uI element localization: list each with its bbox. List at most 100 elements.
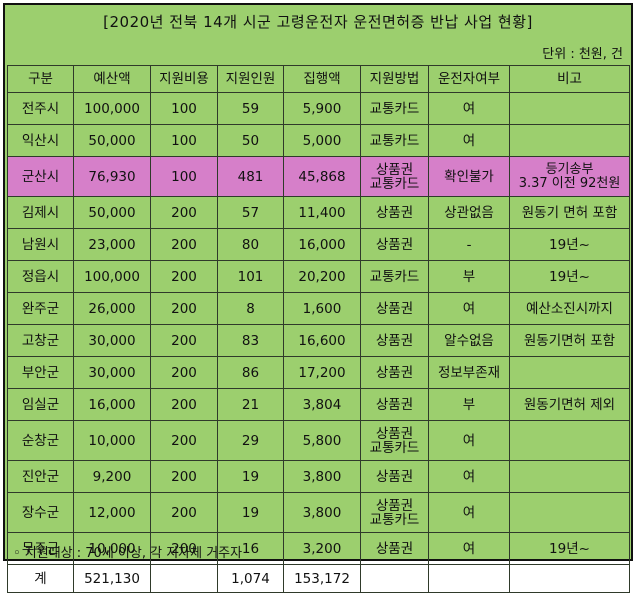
cell-method-line: 상품권 [375,300,414,317]
cell-driver: 여 [428,124,510,157]
cell-note [509,460,630,493]
header-method: 지원방법 [360,65,429,93]
cell-budget: 50,000 [73,124,151,157]
cell-note [509,124,630,157]
cell-method-line: 교통카드 [369,268,420,285]
cell-people: 57 [217,196,284,229]
cell-method-line: 교통카드 [369,175,420,192]
cell-note: 등기송부 3.37 이전 92천원 [509,156,630,197]
cell-cost: 200 [150,196,218,229]
header-people: 지원인원 [217,65,284,93]
cell-budget: 100,000 [73,260,151,293]
cell-note: 19년~ [509,260,630,293]
cell-spent: 5,000 [283,124,361,157]
cell-driver: 알수없음 [428,324,510,357]
cell-spent: 3,800 [283,492,361,533]
cell-people: 83 [217,324,284,357]
header-budget: 예산액 [73,65,151,93]
cell-region: 장수군 [7,492,74,533]
cell-method-line: 상품권 [375,540,414,557]
cell-driver: 여 [428,420,510,461]
cell-spent: 5,800 [283,420,361,461]
cell-people: 8 [217,292,284,325]
cell-budget: 76,930 [73,156,151,197]
cell-method: 상품권 [360,356,429,389]
header-note: 비고 [509,65,630,93]
table-row: 정읍시 100,000 200 101 20,200 교통카드 부 19년~ [7,260,630,293]
cell-method: 상품권 [360,388,429,421]
report-title: [2020년 전북 14개 시군 고령운전자 운전면허증 반납 사업 현황] [103,13,533,31]
cell-cost: 200 [150,260,218,293]
cell-budget: 26,000 [73,292,151,325]
cell-method-line: 상품권 [375,364,414,381]
cell-cost: 200 [150,324,218,357]
cell-method-line: 상품권 [375,497,414,514]
cell-method: 상품권 [360,460,429,493]
cell-people: 86 [217,356,284,389]
cell-driver: - [428,228,510,261]
cell-budget: 10,000 [73,532,151,565]
cell-note-line: 등기송부 [545,161,594,177]
header-cost: 지원비용 [150,65,218,93]
status-table: 구분 예산액 지원비용 지원인원 집행액 지원방법 운전자여부 비고 전주시 10… [7,65,630,593]
table-row: 익산시 50,000 100 50 5,000 교통카드 여 [7,124,630,157]
table-row: 부안군 30,000 200 86 17,200 상품권 정보부존재 [7,356,630,389]
total-method [360,564,429,593]
cell-note: 예산소진시까지 [509,292,630,325]
cell-method: 상품권 교통카드 [360,156,429,197]
cell-method: 교통카드 [360,124,429,157]
cell-people: 16 [217,532,284,565]
cell-people: 101 [217,260,284,293]
cell-note [509,492,630,533]
cell-driver: 부 [428,388,510,421]
total-label: 계 [7,564,74,593]
header-driver: 운전자여부 [428,65,510,93]
report-frame: [2020년 전북 14개 시군 고령운전자 운전면허증 반납 사업 현황] 단… [3,3,633,593]
cell-region: 부안군 [7,356,74,389]
cell-cost: 200 [150,420,218,461]
cell-people: 481 [217,156,284,197]
cell-cost: 100 [150,124,218,157]
cell-method-line: 교통카드 [369,100,420,117]
cell-region: 고창군 [7,324,74,357]
cell-note-line: 19년~ [549,236,590,253]
cell-note: 원동기면허 제외 [509,388,630,421]
cell-method: 상품권 [360,532,429,565]
cell-method: 교통카드 [360,260,429,293]
cell-region: 군산시 [7,156,74,197]
table-row: 김제시 50,000 200 57 11,400 상품권 상관없음 원동기 면허 포함 [7,196,630,229]
cell-spent: 3,200 [283,532,361,565]
cell-method-line: 상품권 [375,204,414,221]
cell-people: 21 [217,388,284,421]
cell-method-line: 상품권 [375,161,414,178]
cell-note [509,356,630,389]
table-row: 군산시 76,930 100 481 45,868 상품권 교통카드 확인불가 등기송부 3.37… [7,156,630,197]
unit-label: 단위 : 천원, 건 [542,47,623,62]
cell-method: 상품권 [360,228,429,261]
cell-method-line: 상품권 [375,396,414,413]
cell-driver: 확인불가 [428,156,510,197]
table-row: 전주시 100,000 100 59 5,900 교통카드 여 [7,92,630,125]
cell-method-line: 교통카드 [369,511,420,528]
cell-spent: 5,900 [283,92,361,125]
cell-note: 19년~ [509,532,630,565]
cell-people: 29 [217,420,284,461]
total-driver [428,564,510,593]
cell-note: 원동기면허 포함 [509,324,630,357]
cell-spent: 20,200 [283,260,361,293]
table-row: 진안군 9,200 200 19 3,800 상품권 여 [7,460,630,493]
cell-method: 교통카드 [360,92,429,125]
cell-people: 59 [217,92,284,125]
cell-region: 진안군 [7,460,74,493]
cell-spent: 3,804 [283,388,361,421]
header-row: 구분 예산액 지원비용 지원인원 집행액 지원방법 운전자여부 비고 [7,65,630,93]
cell-cost: 200 [150,460,218,493]
cell-note: 19년~ [509,228,630,261]
footnote: ◦ 지원대상 : 70세 이상, 각 지자체 거주자 [13,546,243,561]
cell-driver: 부 [428,260,510,293]
total-people: 1,074 [217,564,284,593]
cell-cost: 100 [150,156,218,197]
table-row: 남원시 23,000 200 80 16,000 상품권 - 19년~ [7,228,630,261]
cell-region: 익산시 [7,124,74,157]
cell-budget: 10,000 [73,420,151,461]
